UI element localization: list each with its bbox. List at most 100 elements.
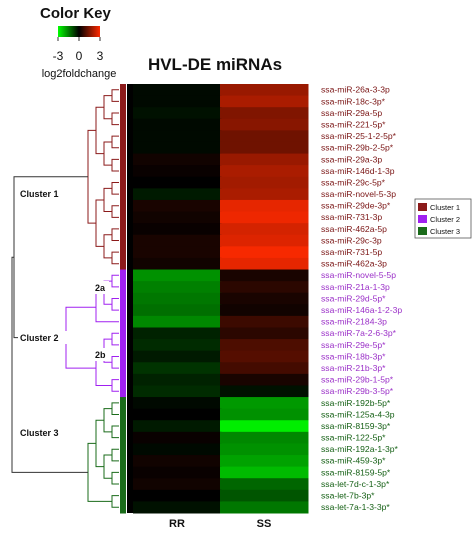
heatmap-cell	[133, 234, 222, 247]
heatmap-cell	[133, 165, 222, 178]
row-label: ssa-miR-26a-3-3p	[321, 85, 390, 95]
row-label: ssa-miR-146a-1-2-3p	[321, 305, 402, 315]
heatmap-cell	[133, 327, 222, 340]
heatmap-cell	[220, 281, 309, 294]
dendrogram-link	[111, 298, 119, 311]
dendrogram-link	[87, 442, 112, 502]
cluster-bar-segment	[120, 304, 126, 317]
row-label: ssa-miR-125a-4-3p	[321, 409, 395, 419]
heatmap-cells	[127, 84, 309, 514]
heatmap-cell	[133, 373, 222, 386]
cluster-bar-segment	[120, 165, 126, 178]
heatmap-cell	[133, 443, 222, 456]
dendrogram-link	[111, 448, 119, 462]
row-label: ssa-miR-29b-1-5p*	[321, 375, 394, 385]
heatmap-cell	[133, 431, 222, 444]
heatmap-cell	[220, 269, 309, 282]
heatmap-cell	[133, 408, 222, 421]
dendrogram-link	[111, 274, 119, 288]
legend-swatch	[418, 215, 427, 223]
heatmap-cell	[133, 339, 222, 352]
cluster-bar-segment	[120, 84, 126, 97]
legend-swatch	[418, 203, 427, 211]
heatmap-cell	[220, 431, 309, 444]
cluster-label-bg	[18, 187, 76, 200]
row-label: ssa-miR-7a-2-6-3p*	[321, 328, 397, 338]
row-label: ssa-miR-459-3p*	[321, 456, 386, 466]
cluster-bar-segment	[120, 327, 126, 340]
cluster-bar-segment	[120, 281, 126, 294]
row-label: ssa-miR-146d-1-3p	[321, 166, 395, 176]
row-dendrogram	[11, 89, 119, 508]
heatmap-cell	[133, 188, 222, 201]
dendrogram-link	[103, 234, 112, 259]
cluster-bar-segment	[120, 431, 126, 444]
cluster-bar-segment	[120, 478, 126, 491]
legend-entry: Cluster 1	[430, 203, 460, 212]
heatmap-cell	[220, 327, 309, 340]
row-label: ssa-miR-29c-5p*	[321, 177, 386, 187]
cluster-bar-segment	[120, 350, 126, 363]
dendrogram-link	[111, 495, 119, 508]
cluster-label: 2b	[95, 350, 106, 360]
heatmap-cell	[220, 443, 309, 456]
cluster-bar-segment	[120, 234, 126, 247]
row-label: ssa-miR-462a-5p	[321, 224, 387, 234]
dendrogram-link	[111, 379, 119, 392]
cluster-label: Cluster 3	[20, 428, 59, 438]
heatmap-cell	[220, 234, 309, 247]
heatmap-cell	[220, 199, 309, 213]
cluster-bar-segment	[120, 176, 126, 189]
heatmap-cell	[220, 385, 309, 398]
heatmap-cell	[220, 373, 309, 386]
cluster-bar-segment	[120, 223, 126, 236]
legend-swatch	[418, 227, 427, 235]
cluster-bar-segment	[120, 257, 126, 271]
heatmap-cell	[220, 478, 309, 491]
heatmap-cell	[133, 199, 222, 213]
cluster-label-bg	[18, 331, 76, 344]
heatmap-cell	[133, 107, 222, 120]
heatmap-cell	[220, 397, 309, 410]
dendrogram-link	[103, 95, 112, 120]
dendrogram-link	[111, 135, 119, 149]
row-label: ssa-miR-18c-3p*	[321, 96, 386, 106]
row-label: ssa-miR-122-5p*	[321, 433, 386, 443]
heatmap-cell	[220, 501, 309, 514]
color-key-tick-label: 3	[97, 49, 104, 63]
heatmap-cell	[220, 211, 309, 224]
row-label: ssa-miR-novel-5-5p	[321, 270, 396, 280]
dendrogram-link	[111, 89, 119, 102]
heatmap-cell	[133, 466, 222, 479]
heatmap-cell	[220, 408, 309, 421]
dendrogram-link	[103, 141, 112, 166]
row-label: ssa-miR-731-3p	[321, 212, 382, 222]
legend-entry: Cluster 2	[430, 215, 460, 224]
row-label: ssa-miR-731-5p	[321, 247, 382, 257]
dendrogram-link	[11, 256, 88, 473]
dendrogram-link	[13, 176, 88, 339]
cluster-bar-segment	[120, 455, 126, 468]
heatmap-cell	[220, 466, 309, 479]
heatmap-cell	[220, 188, 309, 201]
row-label: ssa-miR-29de-3p*	[321, 201, 391, 211]
dendrogram-link	[103, 454, 112, 479]
heatmap-cell	[133, 257, 222, 271]
row-label: ssa-miR-21a-1-3p	[321, 282, 390, 292]
heatmap-cell	[133, 489, 222, 502]
heatmap-cell	[133, 385, 222, 398]
cluster-bar-segment	[120, 489, 126, 502]
dendrogram-link	[103, 187, 112, 213]
row-label: ssa-miR-192b-5p*	[321, 398, 391, 408]
cluster-bar-segment	[120, 292, 126, 305]
heatmap-cell	[133, 362, 222, 375]
row-label: ssa-miR-8159-5p*	[321, 467, 391, 477]
dendrogram-link	[111, 402, 119, 415]
heatmap-cell	[220, 350, 309, 363]
heatmap-cell	[133, 455, 222, 468]
heatmap-cell	[220, 304, 309, 317]
dendrogram-link	[111, 251, 119, 265]
heatmap-cell	[133, 153, 222, 166]
